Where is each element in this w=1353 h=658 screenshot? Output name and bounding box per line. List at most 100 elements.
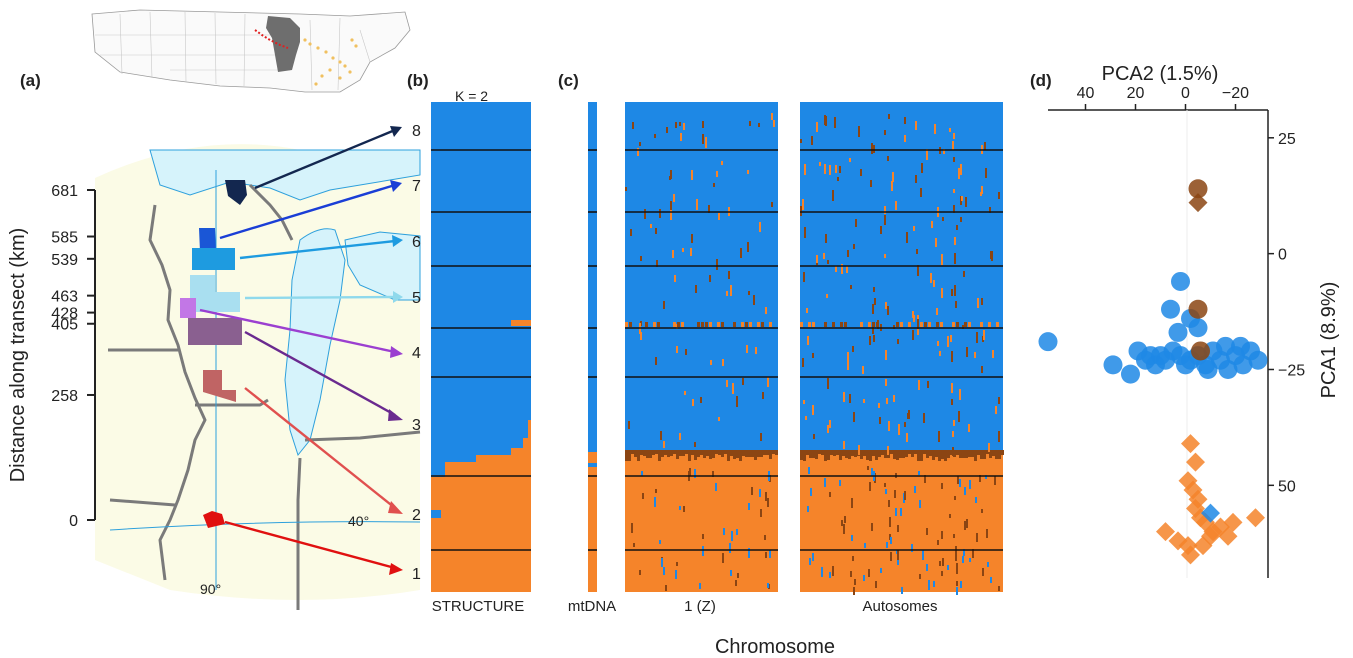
heatmap-cell xyxy=(772,450,775,454)
heatmap-cell xyxy=(974,352,976,358)
heatmap-cell xyxy=(941,571,943,576)
mtdna-plot xyxy=(588,102,597,592)
chromosome-xlabel: Chromosome xyxy=(715,636,835,658)
heatmap-cell xyxy=(872,450,875,456)
heatmap-blue xyxy=(625,102,778,452)
heatmap-cell xyxy=(810,488,812,496)
pca-point xyxy=(1156,522,1175,542)
heatmap-cell xyxy=(936,322,939,327)
heatmap-cell xyxy=(730,450,733,456)
heatmap-cell xyxy=(884,450,887,458)
heatmap-cell xyxy=(688,450,691,461)
distance-tick-label: 258 xyxy=(51,388,78,405)
heatmap-cell xyxy=(839,450,842,460)
pop-3-block xyxy=(188,318,242,345)
heatmap-cell xyxy=(701,322,704,327)
heatmap-cell xyxy=(630,229,632,236)
heatmap-cell xyxy=(629,322,632,327)
heatmap-cell xyxy=(741,322,744,327)
heatmap-cell xyxy=(904,117,906,124)
heatmap-cell xyxy=(849,158,851,162)
heatmap-cell xyxy=(938,431,940,442)
heatmap-orange xyxy=(800,452,1003,592)
heatmap-cell xyxy=(916,249,918,254)
arrow-2 xyxy=(244,387,396,509)
heatmap-cell xyxy=(637,450,640,461)
arrow-1 xyxy=(224,520,396,570)
heatmap-cell xyxy=(654,134,656,138)
z-caption: 1 (Z) xyxy=(684,598,716,615)
heatmap-cell xyxy=(683,506,685,512)
heatmap-cell xyxy=(998,397,1000,404)
heatmap-cell xyxy=(940,322,943,327)
heatmap-cell xyxy=(767,498,769,507)
heatmap-cell xyxy=(939,561,941,566)
pca-point xyxy=(1246,508,1265,528)
distance-axis-label: Distance along transect (km) xyxy=(7,228,29,483)
heatmap-cell xyxy=(824,164,826,174)
panel-c-label: (c) xyxy=(558,71,579,90)
heatmap-cell xyxy=(625,187,627,191)
heatmap-cell xyxy=(655,450,658,454)
heatmap-cell xyxy=(837,177,839,181)
heatmap-cell xyxy=(697,450,700,457)
heatmap-cell xyxy=(654,497,656,507)
pca-y-ticks: 25 0 −25 50 xyxy=(1268,131,1305,495)
heatmap-cell xyxy=(847,250,849,257)
heatmap-cell xyxy=(633,543,635,547)
heatmap-cell xyxy=(769,550,771,558)
heatmap-cell xyxy=(763,450,766,455)
heatmap-cell xyxy=(955,301,957,308)
heatmap-cell xyxy=(955,552,957,561)
heatmap-cell xyxy=(947,565,949,570)
heatmap-cell xyxy=(869,336,871,345)
heatmap-cell xyxy=(908,322,911,327)
heatmap-cell xyxy=(735,580,737,586)
heatmap-cell xyxy=(748,450,751,457)
heatmap-cell xyxy=(998,431,1000,442)
heatmap-cell xyxy=(673,322,676,327)
heatmap-cell xyxy=(896,322,899,327)
heatmap-cell xyxy=(829,572,831,578)
heatmap-cell xyxy=(700,450,703,455)
heatmap-cell xyxy=(868,569,870,577)
heatmap-cell xyxy=(959,450,962,458)
heatmap-cell xyxy=(664,450,667,455)
heatmap-cell xyxy=(935,238,937,247)
heatmap-cell xyxy=(953,133,955,139)
heatmap-cell xyxy=(954,253,956,264)
pca-point xyxy=(1186,452,1205,472)
heatmap-cell xyxy=(855,219,857,227)
heatmap-cell xyxy=(951,399,953,405)
heatmap-cell xyxy=(951,351,953,362)
heatmap-cell xyxy=(684,391,686,395)
heatmap-cell xyxy=(771,202,773,207)
heatmap-cell xyxy=(872,325,874,334)
parallel-40 xyxy=(109,521,421,531)
heatmap-cell xyxy=(670,450,673,456)
heatmap-cell xyxy=(919,574,921,579)
heatmap-cell xyxy=(804,164,806,175)
lake-michigan xyxy=(284,228,346,457)
pop-6-block xyxy=(192,248,235,270)
heatmap-cell xyxy=(690,248,692,256)
heatmap-cell xyxy=(759,222,761,232)
heatmap-cell xyxy=(875,581,877,588)
heatmap-cell xyxy=(847,361,849,370)
heatmap-cell xyxy=(721,322,724,327)
heatmap-cell xyxy=(730,285,732,296)
heatmap-cell xyxy=(867,466,869,470)
heatmap-cell xyxy=(886,398,888,404)
pca-y-tick-label: 0 xyxy=(1278,247,1287,264)
heatmap-cell xyxy=(726,291,728,296)
heatmap-cell xyxy=(938,450,941,461)
pca-point xyxy=(1188,299,1208,319)
heatmap-cell xyxy=(956,581,958,586)
heatmap-cell xyxy=(652,450,655,455)
heatmap-cell xyxy=(733,322,736,327)
arrow-8 xyxy=(254,128,396,190)
heatmap-cell xyxy=(751,487,753,495)
heatmap-cell xyxy=(818,450,821,454)
heatmap-cell xyxy=(640,256,642,261)
pca-point xyxy=(1161,299,1180,319)
